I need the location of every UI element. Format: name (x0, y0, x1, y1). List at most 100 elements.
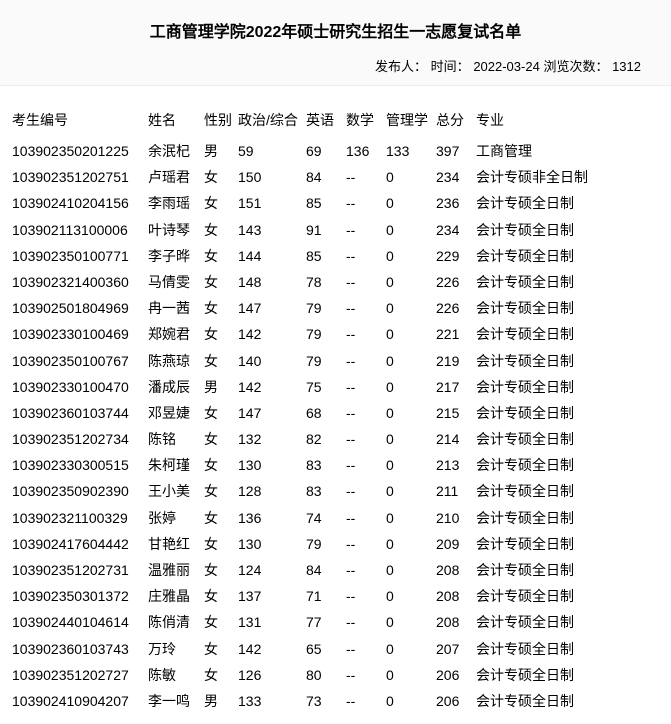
table-cell: 59 (236, 138, 304, 164)
table-cell: 79 (304, 348, 344, 374)
table-cell: 103902330300515 (10, 452, 146, 478)
table-row: 103902113100006叶诗琴女14391--0234会计专硕全日制 (10, 217, 661, 243)
table-cell: 0 (384, 505, 434, 531)
table-cell: 206 (434, 662, 474, 688)
table-cell: 女 (202, 426, 236, 452)
table-cell: -- (344, 557, 384, 583)
table-cell: -- (344, 662, 384, 688)
table-cell: 0 (384, 452, 434, 478)
table-cell: 男 (202, 688, 236, 714)
table-cell: 103902440104614 (10, 609, 146, 635)
views-value: 1312 (612, 59, 641, 74)
table-cell: -- (344, 164, 384, 190)
table-cell: 142 (236, 374, 304, 400)
table-cell: 0 (384, 662, 434, 688)
table-cell: 147 (236, 400, 304, 426)
meta-line: 发布人： 时间： 2022-03-24 浏览次数： 1312 (20, 56, 651, 75)
table-cell: 103902350201225 (10, 138, 146, 164)
table-cell: -- (344, 636, 384, 662)
table-body: 103902350201225余泯杞男5969136133397工商管理1039… (10, 138, 661, 714)
table-cell: 217 (434, 374, 474, 400)
col-header-politics: 政治/综合 (236, 106, 304, 138)
table-cell: 冉一茜 (146, 295, 202, 321)
table-cell: 潘成辰 (146, 374, 202, 400)
table-cell: 103902360103744 (10, 400, 146, 426)
table-cell: 208 (434, 557, 474, 583)
table-row: 103902351202731温雅丽女12484--0208会计专硕全日制 (10, 557, 661, 583)
table-cell: 会计专硕全日制 (474, 243, 661, 269)
table-cell: 83 (304, 452, 344, 478)
table-cell: 会计专硕全日制 (474, 426, 661, 452)
table-cell: 103902351202734 (10, 426, 146, 452)
table-cell: 0 (384, 557, 434, 583)
table-cell: 会计专硕全日制 (474, 190, 661, 216)
table-cell: 214 (434, 426, 474, 452)
table-cell: 79 (304, 321, 344, 347)
table-row: 103902417604442甘艳红女13079--0209会计专硕全日制 (10, 531, 661, 557)
table-row: 103902360103744邓昱婕女14768--0215会计专硕全日制 (10, 400, 661, 426)
table-cell: 邓昱婕 (146, 400, 202, 426)
col-header-id: 考生编号 (10, 106, 146, 138)
table-cell: 84 (304, 557, 344, 583)
table-cell: 张婷 (146, 505, 202, 531)
time-label: 时间： (431, 59, 470, 74)
table-cell: 140 (236, 348, 304, 374)
table-cell: 103902350902390 (10, 478, 146, 504)
table-row: 103902350100767陈燕琼女14079--0219会计专硕全日制 (10, 348, 661, 374)
table-cell: 133 (384, 138, 434, 164)
table-cell: 147 (236, 295, 304, 321)
table-cell: 211 (434, 478, 474, 504)
table-cell: 103902350301372 (10, 583, 146, 609)
header-section: 工商管理学院2022年硕士研究生招生一志愿复试名单 发布人： 时间： 2022-… (0, 0, 671, 86)
table-cell: 会计专硕全日制 (474, 688, 661, 714)
table-row: 103902501804969冉一茜女14779--0226会计专硕全日制 (10, 295, 661, 321)
table-cell: 会计专硕全日制 (474, 400, 661, 426)
table-cell: 女 (202, 190, 236, 216)
table-cell: 229 (434, 243, 474, 269)
table-cell: 103902351202727 (10, 662, 146, 688)
col-header-total: 总分 (434, 106, 474, 138)
table-cell: 208 (434, 583, 474, 609)
table-cell: 女 (202, 348, 236, 374)
table-cell: 女 (202, 609, 236, 635)
table-cell: 李子晔 (146, 243, 202, 269)
table-cell: 91 (304, 217, 344, 243)
table-cell: 会计专硕全日制 (474, 295, 661, 321)
table-cell: 女 (202, 636, 236, 662)
table-cell: 103902321100329 (10, 505, 146, 531)
table-cell: 会计专硕全日制 (474, 531, 661, 557)
table-cell: 男 (202, 374, 236, 400)
table-cell: -- (344, 295, 384, 321)
table-container: 考生编号 姓名 性别 政治/综合 英语 数学 管理学 总分 专业 1039023… (0, 86, 671, 724)
table-cell: -- (344, 348, 384, 374)
page-title: 工商管理学院2022年硕士研究生招生一志愿复试名单 (20, 18, 651, 42)
table-cell: -- (344, 190, 384, 216)
table-cell: 234 (434, 164, 474, 190)
table-cell: 142 (236, 321, 304, 347)
table-cell: 128 (236, 478, 304, 504)
table-cell: 84 (304, 164, 344, 190)
table-cell: 陈敏 (146, 662, 202, 688)
table-cell: 女 (202, 295, 236, 321)
table-cell: 女 (202, 400, 236, 426)
table-cell: 68 (304, 400, 344, 426)
table-cell: 215 (434, 400, 474, 426)
publisher-label: 发布人： (375, 59, 427, 74)
table-cell: 会计专硕全日制 (474, 374, 661, 400)
table-cell: 148 (236, 269, 304, 295)
table-cell: 221 (434, 321, 474, 347)
table-cell: 0 (384, 348, 434, 374)
table-cell: -- (344, 688, 384, 714)
table-cell: 208 (434, 609, 474, 635)
table-cell: 130 (236, 452, 304, 478)
table-cell: -- (344, 478, 384, 504)
table-cell: 会计专硕非全日制 (474, 164, 661, 190)
table-cell: 0 (384, 609, 434, 635)
table-cell: 103902417604442 (10, 531, 146, 557)
table-cell: 69 (304, 138, 344, 164)
table-cell: 0 (384, 400, 434, 426)
table-cell: 144 (236, 243, 304, 269)
col-header-major: 专业 (474, 106, 661, 138)
table-cell: 0 (384, 269, 434, 295)
table-row: 103902350902390王小美女12883--0211会计专硕全日制 (10, 478, 661, 504)
